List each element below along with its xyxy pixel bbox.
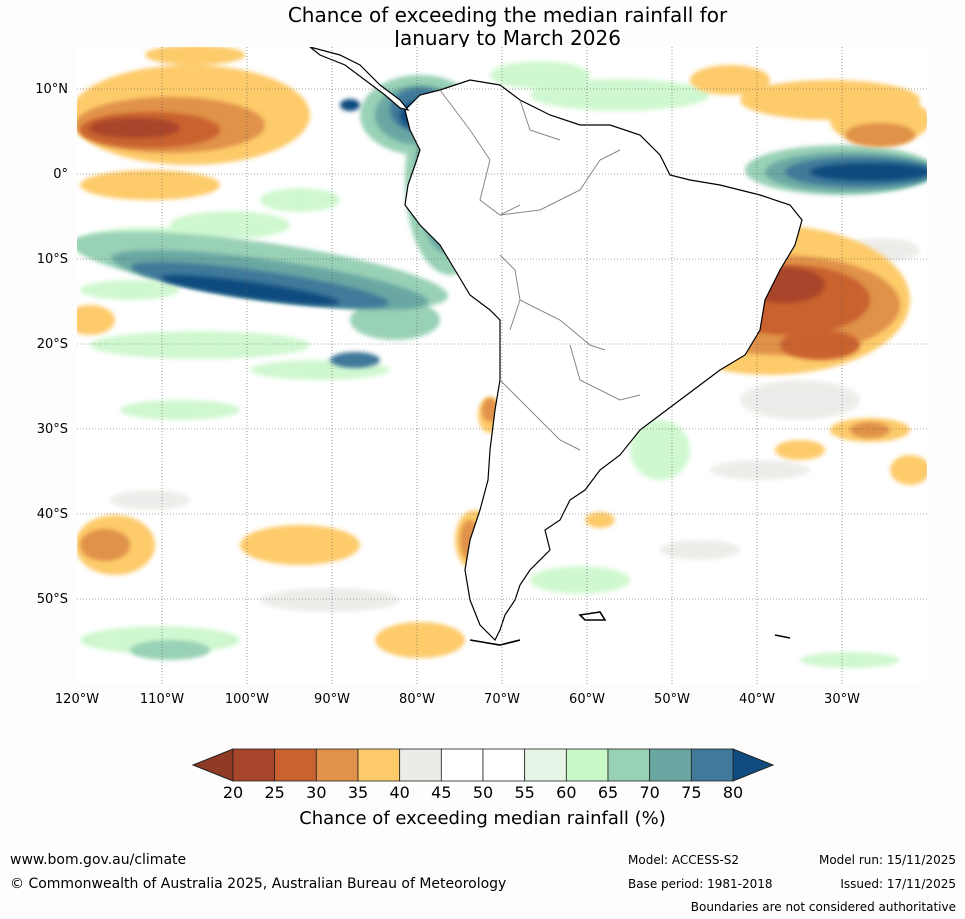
lon-label-60w: 60°W xyxy=(569,692,605,707)
copyright-text: © Commonwealth of Australia 2025, Austra… xyxy=(10,876,507,892)
colorbar-bin xyxy=(565,748,609,782)
model-text: Model: ACCESS-S2 xyxy=(628,853,740,867)
colorbar-bin xyxy=(274,748,317,782)
colorbar-label: Chance of exceeding median rainfall (%) xyxy=(299,808,666,829)
colorbar-tick-label: 45 xyxy=(431,783,452,802)
title-line-1: Chance of exceeding the median rainfall … xyxy=(287,3,728,27)
south-america-outline xyxy=(404,79,803,642)
colorbar-bin xyxy=(440,748,484,782)
lat-label-10n: 10°N xyxy=(35,82,68,97)
islands xyxy=(469,611,791,646)
lat-label-40s: 40°S xyxy=(36,507,68,522)
colorbar-tick-label: 55 xyxy=(514,783,535,802)
lon-label-40w: 40°W xyxy=(739,692,775,707)
colorbar-tick-label: 70 xyxy=(639,783,660,802)
colorbar-bin xyxy=(232,748,276,782)
colorbar-tick-label: 75 xyxy=(681,783,702,802)
colorbar-tick-label: 35 xyxy=(347,783,369,802)
lon-label-90w: 90°W xyxy=(314,692,350,707)
lon-label-100w: 100°W xyxy=(224,692,270,707)
colorbar-tick-label: 30 xyxy=(306,783,327,802)
colorbar-bin xyxy=(649,748,692,782)
central-america-outline xyxy=(309,47,410,112)
lon-label-110w: 110°W xyxy=(139,692,185,707)
colorbar-bin xyxy=(690,748,734,782)
lat-label-30s: 30°S xyxy=(36,422,68,437)
lon-label-70w: 70°W xyxy=(484,692,520,707)
country-borders xyxy=(439,89,641,451)
map-title: Chance of exceeding the median rainfall … xyxy=(0,4,965,50)
model-run-text: Model run: 15/11/2025 xyxy=(818,853,956,867)
colorbar-bin xyxy=(399,748,442,782)
colorbar-bin xyxy=(357,748,401,782)
colorbar-tick-label: 25 xyxy=(264,783,285,802)
lat-label-50s: 50°S xyxy=(36,592,68,607)
base-period-text: Base period: 1981-2018 xyxy=(628,877,773,891)
rainfall-map xyxy=(77,47,927,685)
lat-label-10s: 10°S xyxy=(36,252,68,267)
graticule xyxy=(77,47,927,685)
disclaimer-text: Boundaries are not considered authoritat… xyxy=(690,900,956,914)
colorbar-tick-label: 20 xyxy=(222,783,244,802)
lon-label-80w: 80°W xyxy=(399,692,435,707)
colorbar-low-arrow xyxy=(191,748,234,782)
colorbar-bin xyxy=(607,748,651,782)
colorbar-bin xyxy=(315,748,359,782)
colorbar-high-arrow xyxy=(732,748,775,782)
lon-label-120w: 120°W xyxy=(54,692,100,707)
colorbar-tick-label: 60 xyxy=(556,783,577,802)
issued-text: Issued: 17/11/2025 xyxy=(840,877,956,891)
colorbar xyxy=(191,748,775,782)
colorbar-tick-label: 40 xyxy=(389,783,410,802)
colorbar-bin xyxy=(482,748,526,782)
lat-label-20s: 20°S xyxy=(36,337,68,352)
title-line-2: January to March 2026 xyxy=(394,26,621,50)
lon-label-30w: 30°W xyxy=(824,692,860,707)
lon-label-50w: 50°W xyxy=(654,692,690,707)
colorbar-bin xyxy=(524,748,567,782)
colorbar-tick-label: 50 xyxy=(472,783,494,802)
website-text: www.bom.gov.au/climate xyxy=(10,852,187,868)
colorbar-tick-label: 65 xyxy=(597,783,619,802)
lat-label-0: 0° xyxy=(53,167,68,182)
colorbar-tick-label: 80 xyxy=(722,783,744,802)
